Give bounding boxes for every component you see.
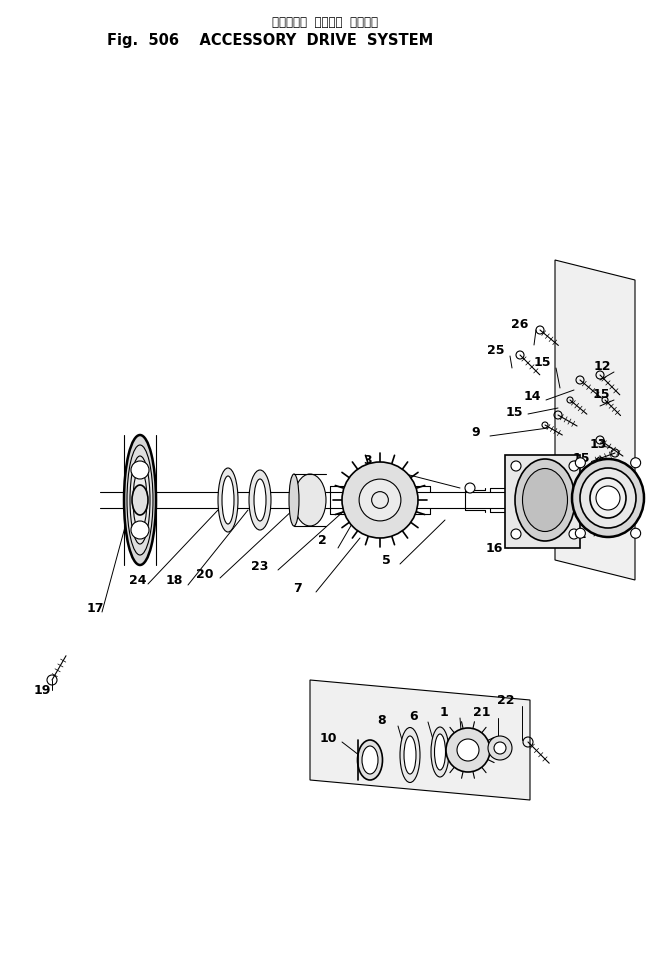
Circle shape (575, 458, 585, 468)
Text: 9: 9 (472, 426, 480, 438)
Text: 15: 15 (572, 452, 590, 465)
Text: 11: 11 (569, 528, 587, 541)
Circle shape (631, 458, 641, 468)
Text: 13: 13 (589, 437, 607, 451)
Text: 15: 15 (505, 405, 523, 419)
Ellipse shape (132, 485, 148, 515)
Circle shape (575, 528, 585, 539)
Polygon shape (310, 680, 530, 800)
Circle shape (569, 529, 579, 539)
Text: 12: 12 (593, 359, 611, 372)
Text: Fig.  506    ACCESSORY  DRIVE  SYSTEM: Fig. 506 ACCESSORY DRIVE SYSTEM (107, 32, 433, 48)
Text: 22: 22 (497, 693, 515, 706)
Text: 24: 24 (130, 574, 146, 586)
Circle shape (131, 521, 149, 539)
Text: 15: 15 (592, 388, 610, 400)
Text: 2: 2 (318, 534, 326, 546)
Circle shape (511, 461, 521, 471)
Ellipse shape (572, 459, 644, 537)
Text: 14: 14 (523, 390, 541, 402)
Text: 7: 7 (294, 581, 302, 594)
Ellipse shape (523, 468, 568, 532)
Text: 1: 1 (439, 705, 449, 719)
Text: 5: 5 (381, 553, 391, 567)
Polygon shape (505, 455, 580, 548)
Circle shape (511, 529, 521, 539)
Ellipse shape (404, 736, 416, 774)
Ellipse shape (515, 459, 575, 541)
Text: 25: 25 (487, 344, 505, 356)
Circle shape (342, 462, 418, 538)
Text: 23: 23 (251, 559, 269, 573)
Text: 15: 15 (533, 356, 551, 368)
Ellipse shape (434, 734, 445, 770)
Text: アクセサリ  ドライブ  システム: アクセサリ ドライブ システム (272, 16, 378, 28)
Text: 17: 17 (86, 602, 104, 615)
Circle shape (457, 739, 479, 761)
Ellipse shape (124, 435, 156, 565)
Polygon shape (555, 260, 635, 580)
Circle shape (596, 486, 620, 510)
Text: 6: 6 (409, 709, 419, 723)
Ellipse shape (294, 474, 326, 526)
Ellipse shape (590, 478, 626, 518)
Ellipse shape (222, 476, 234, 524)
Ellipse shape (133, 470, 147, 530)
Text: 19: 19 (33, 684, 51, 696)
Ellipse shape (289, 474, 299, 526)
Text: 8: 8 (378, 714, 386, 727)
Circle shape (359, 479, 401, 521)
Text: 18: 18 (165, 574, 183, 586)
Ellipse shape (254, 479, 266, 521)
Ellipse shape (357, 740, 383, 780)
Text: 10: 10 (319, 731, 337, 744)
Ellipse shape (362, 746, 378, 774)
Text: 11: 11 (533, 479, 551, 493)
Text: 26: 26 (511, 318, 529, 330)
Circle shape (631, 528, 641, 539)
Text: 20: 20 (196, 568, 214, 581)
Circle shape (569, 461, 579, 471)
Ellipse shape (580, 468, 636, 528)
Text: 3: 3 (364, 454, 372, 467)
Circle shape (494, 742, 506, 754)
Circle shape (131, 461, 149, 479)
Ellipse shape (130, 456, 150, 544)
Circle shape (488, 736, 512, 760)
Ellipse shape (431, 727, 449, 777)
Ellipse shape (249, 470, 271, 530)
Ellipse shape (400, 728, 420, 782)
Text: 21: 21 (473, 705, 491, 719)
Circle shape (465, 483, 475, 493)
Circle shape (446, 728, 490, 772)
Text: 16: 16 (485, 542, 503, 554)
Ellipse shape (218, 468, 238, 532)
Ellipse shape (127, 445, 153, 555)
